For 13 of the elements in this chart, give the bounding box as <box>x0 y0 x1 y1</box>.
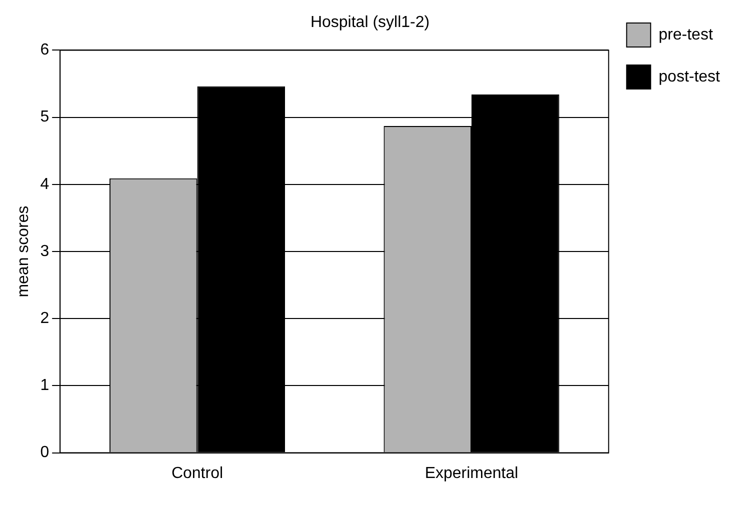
legend-label: post-test <box>658 68 721 86</box>
y-tick-label: 1 <box>40 377 50 394</box>
legend-label: pre-test <box>658 26 714 44</box>
y-tick-label: 6 <box>40 42 50 59</box>
y-tick-label: 2 <box>40 310 50 328</box>
y-tick-label: 4 <box>40 176 50 193</box>
x-tick-label: Experimental <box>424 464 518 482</box>
chart-title: Hospital (syll1-2) <box>310 14 430 32</box>
y-tick-label: 0 <box>40 444 50 462</box>
y-axis-title: mean scores <box>15 206 32 298</box>
y-tick-label: 5 <box>40 108 50 126</box>
x-tick-label: Control <box>171 464 224 482</box>
y-tick-label: 3 <box>40 242 50 260</box>
